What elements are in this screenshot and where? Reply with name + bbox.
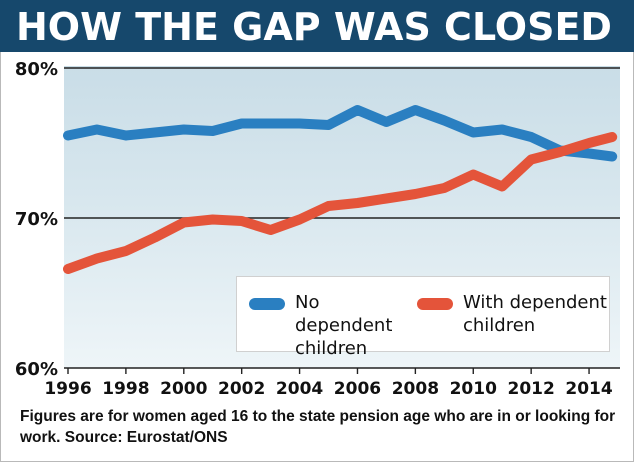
legend-swatch-with-dependent <box>417 298 453 310</box>
y-tick-label-80: 80% <box>15 59 58 80</box>
x-tick-label-1996: 1996 <box>44 379 91 399</box>
legend-swatch-no-dependent <box>249 298 285 310</box>
legend-label-no-dependent: No dependent children <box>295 292 393 359</box>
series-with-dependent-line <box>63 132 618 274</box>
legend: No dependent children With dependent chi… <box>236 276 610 359</box>
x-tick-label-2010: 2010 <box>450 379 497 399</box>
x-tick-label-2004: 2004 <box>276 379 323 399</box>
source-caption: Figures are for women aged 16 to the sta… <box>20 408 616 446</box>
x-tick-label-2006: 2006 <box>334 379 381 399</box>
x-tick-label-2014: 2014 <box>565 379 612 399</box>
y-tick-label-70: 70% <box>15 209 58 230</box>
legend-label-with-dependent: With dependent children <box>463 292 607 336</box>
x-tick-label-2012: 2012 <box>507 379 554 399</box>
y-tick-label-60: 60% <box>15 359 58 380</box>
x-tick-label-2000: 2000 <box>160 379 207 399</box>
x-tick-label-2002: 2002 <box>218 379 265 399</box>
chart-title: HOW THE GAP WAS CLOSED <box>16 5 612 49</box>
series-no-dependent-line <box>63 105 618 162</box>
x-tick-label-1998: 1998 <box>102 379 149 399</box>
x-tick-label-2008: 2008 <box>392 379 439 399</box>
title-banner: HOW THE GAP WAS CLOSED <box>0 0 634 52</box>
